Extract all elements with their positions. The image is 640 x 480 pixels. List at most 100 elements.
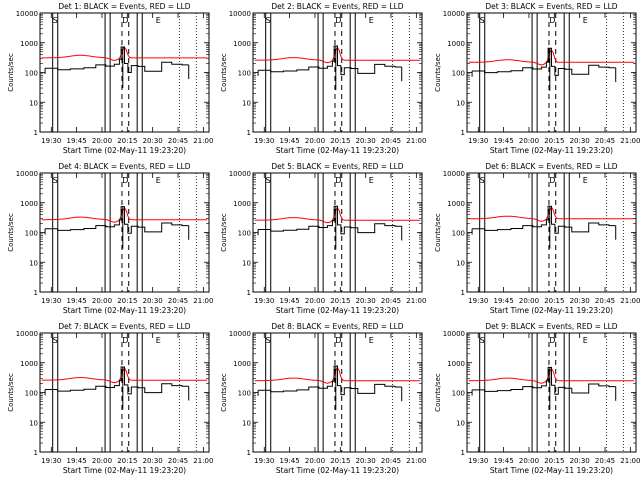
plot-frame [39, 332, 210, 453]
panel-det-4: 1 10 100 1000 10000 19:30 19:45 20:00 20:15 20:30… [7, 162, 213, 315]
y-tick-label: 10 [242, 259, 251, 267]
chart-title: Det 6: BLACK = Events, RED = LLD [485, 162, 617, 171]
x-tick-label: 20:00 [519, 297, 539, 305]
y-axis-label: Counts/sec [7, 53, 15, 92]
chart-title: Det 3: BLACK = Events, RED = LLD [485, 2, 617, 11]
chart-title: Det 9: BLACK = Events, RED = LLD [485, 322, 617, 331]
x-tick-label: 19:45 [494, 297, 514, 305]
x-axis-label: Start Time (02-May-11 19:23:20) [276, 146, 399, 155]
panel-det-2: 1 10 100 1000 10000 19:30 19:45 20:00 20:15 20:30… [220, 2, 426, 155]
y-tick-label: 100 [238, 230, 251, 238]
annotation-e: E [156, 336, 161, 345]
x-tick-label: 21:00 [406, 297, 426, 305]
x-tick-label: 21:00 [620, 137, 640, 145]
chart-title: Det 8: BLACK = Events, RED = LLD [271, 322, 403, 331]
x-tick-label: 20:30 [143, 457, 163, 465]
y-tick-label: 10000 [443, 170, 465, 178]
x-tick-label: 21:00 [193, 297, 213, 305]
panel-det-6: 1 10 100 1000 10000 19:30 19:45 20:00 20:15 20:30… [434, 162, 640, 315]
annotation-d: D [549, 336, 555, 345]
x-tick-label: 20:45 [381, 297, 401, 305]
annotation-s: S [480, 336, 485, 345]
x-axis-label: Start Time (02-May-11 19:23:20) [63, 306, 186, 315]
x-tick-label: 20:30 [143, 297, 163, 305]
x-tick-label: 20:00 [305, 137, 325, 145]
x-tick-label: 20:45 [595, 137, 615, 145]
x-tick-label: 20:45 [168, 457, 188, 465]
plot-frame [466, 172, 637, 293]
x-tick-label: 20:15 [117, 137, 137, 145]
x-tick-label: 21:00 [406, 457, 426, 465]
annotation-e: E [583, 16, 588, 25]
chart-title: Det 5: BLACK = Events, RED = LLD [271, 162, 403, 171]
x-tick-label: 19:30 [41, 137, 61, 145]
y-tick-label: 1 [247, 289, 251, 297]
x-tick-label: 20:30 [143, 137, 163, 145]
plot-frame [466, 332, 637, 453]
x-tick-label: 20:45 [381, 457, 401, 465]
y-tick-label: 10000 [16, 330, 38, 338]
x-tick-label: 20:00 [519, 137, 539, 145]
y-tick-label: 1 [247, 449, 251, 457]
plot-frame [252, 172, 423, 293]
annotation-d: D [122, 336, 128, 345]
x-tick-label: 19:30 [254, 457, 274, 465]
y-axis-label: Counts/sec [434, 53, 442, 92]
x-axis-label: Start Time (02-May-11 19:23:20) [490, 306, 613, 315]
x-tick-label: 20:30 [570, 457, 590, 465]
x-tick-label: 20:30 [356, 297, 376, 305]
annotation-s: S [53, 176, 58, 185]
x-tick-label: 20:15 [117, 457, 137, 465]
x-tick-label: 21:00 [406, 137, 426, 145]
y-tick-label: 1 [34, 129, 38, 137]
panel-det-3: 1 10 100 1000 10000 19:30 19:45 20:00 20:15 20:30… [434, 2, 640, 155]
x-tick-label: 20:00 [305, 297, 325, 305]
y-tick-label: 100 [452, 230, 465, 238]
x-tick-label: 20:00 [92, 457, 112, 465]
plot-frame [39, 12, 210, 133]
x-tick-label: 20:00 [305, 457, 325, 465]
x-tick-label: 19:45 [280, 457, 300, 465]
x-tick-label: 20:00 [92, 297, 112, 305]
x-tick-label: 19:30 [468, 137, 488, 145]
x-axis-label: Start Time (02-May-11 19:23:20) [63, 466, 186, 475]
annotation-e: E [156, 176, 161, 185]
y-tick-label: 1000 [447, 360, 465, 368]
series-events [472, 205, 616, 234]
x-tick-label: 21:00 [620, 457, 640, 465]
x-tick-label: 20:15 [544, 297, 564, 305]
annotation-e: E [369, 336, 374, 345]
annotation-s: S [266, 16, 271, 25]
x-tick-label: 20:00 [92, 137, 112, 145]
x-tick-label: 19:30 [41, 297, 61, 305]
y-tick-label: 1 [461, 129, 465, 137]
y-tick-label: 1000 [20, 40, 38, 48]
x-tick-label: 19:30 [41, 457, 61, 465]
x-axis-label: Start Time (02-May-11 19:23:20) [490, 466, 613, 475]
x-tick-label: 20:30 [356, 457, 376, 465]
panel-det-1: 1 10 100 1000 10000 19:30 19:45 20:00 20:15 20:30… [7, 2, 213, 155]
annotation-e: E [369, 176, 374, 185]
plot-frame [252, 332, 423, 453]
annotation-d: D [122, 16, 128, 25]
panel-det-5: 1 10 100 1000 10000 19:30 19:45 20:00 20:15 20:30… [220, 162, 426, 315]
y-tick-label: 10000 [16, 10, 38, 18]
x-tick-label: 19:45 [494, 137, 514, 145]
y-tick-label: 10 [242, 99, 251, 107]
y-tick-label: 10000 [229, 330, 251, 338]
x-tick-label: 20:45 [595, 297, 615, 305]
y-tick-label: 10 [29, 99, 38, 107]
x-tick-label: 19:30 [468, 457, 488, 465]
y-tick-label: 100 [25, 70, 38, 78]
x-tick-label: 19:45 [67, 297, 87, 305]
y-tick-label: 10 [29, 419, 38, 427]
y-axis-label: Counts/sec [220, 373, 228, 412]
annotation-s: S [480, 176, 485, 185]
chart-title: Det 1: BLACK = Events, RED = LLD [58, 2, 190, 11]
chart-title: Det 7: BLACK = Events, RED = LLD [58, 322, 190, 331]
chart-title: Det 4: BLACK = Events, RED = LLD [58, 162, 190, 171]
x-tick-label: 20:15 [330, 457, 350, 465]
annotation-d: D [122, 176, 128, 185]
y-tick-label: 1000 [447, 200, 465, 208]
